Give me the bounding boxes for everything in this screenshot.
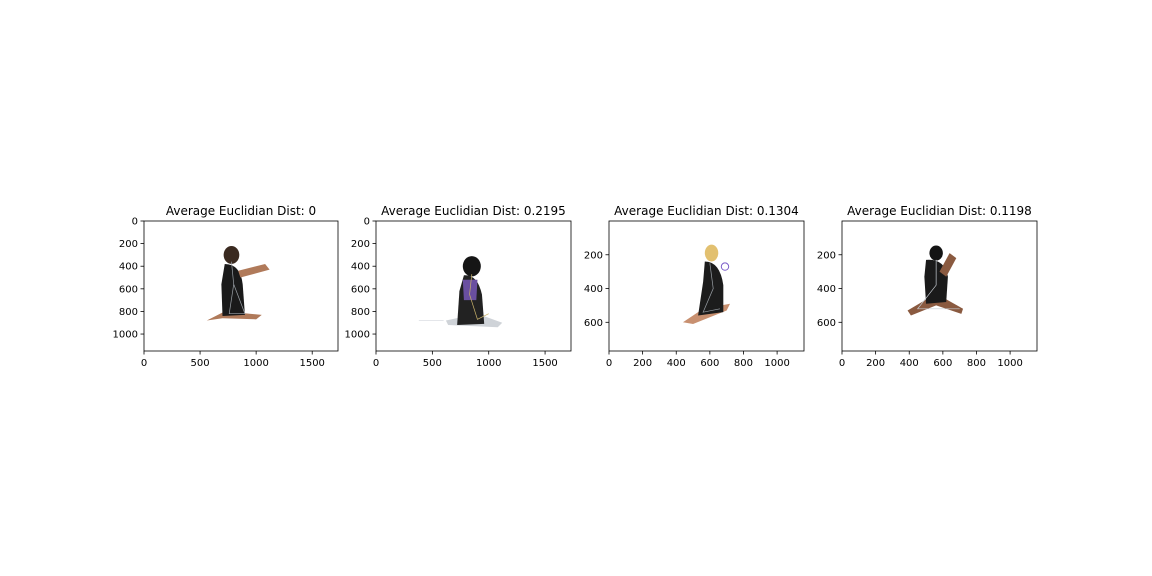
person-legs: [206, 311, 262, 321]
y-tick-label: 600: [584, 318, 603, 329]
x-tick-label: 1500: [532, 358, 557, 369]
pose-skeleton: [916, 259, 960, 310]
subplot-4: Average Euclidian Dist: 0.1198 0 200 400 600…: [817, 204, 1038, 369]
person-arms: [939, 253, 957, 277]
y-tick-label: 400: [584, 284, 603, 295]
y-tick-label: 0: [364, 217, 370, 228]
x-tick-label: 1000: [764, 358, 789, 369]
y-tick-label: 600: [817, 318, 836, 329]
pose-image: [206, 245, 270, 321]
subplot-1: Average Euclidian Dist: 0 0 500 1000 1500 0 20…: [113, 204, 339, 369]
person-head: [704, 244, 719, 262]
x-tick-label: 800: [734, 358, 753, 369]
y-tick-label: 200: [817, 250, 836, 261]
x-tick-label: 1000: [476, 358, 501, 369]
person-head: [223, 245, 240, 264]
x-tick-label: 800: [967, 358, 986, 369]
subplot-title: Average Euclidian Dist: 0: [166, 204, 316, 218]
x-tick-label: 600: [933, 358, 952, 369]
y-tick-label: 800: [351, 307, 370, 318]
y-tick-label: 0: [132, 217, 138, 228]
subplot-title: Average Euclidian Dist: 0.1198: [847, 204, 1032, 218]
y-tick-label: 400: [119, 262, 138, 273]
y-tick-label: 200: [351, 239, 370, 250]
pose-image: [907, 245, 964, 316]
subplot-2: Average Euclidian Dist: 0.2195 0 500 1000 15…: [345, 204, 572, 369]
subplot-title: Average Euclidian Dist: 0.1304: [614, 204, 799, 218]
subplot-3: Average Euclidian Dist: 0.1304 0 200 400 600…: [584, 204, 805, 369]
y-tick-label: 400: [351, 262, 370, 273]
x-tick-label: 1000: [997, 358, 1022, 369]
person-head: [929, 245, 943, 261]
x-tick-label: 200: [866, 358, 885, 369]
y-tick-label: 600: [351, 284, 370, 295]
y-tick-label: 800: [119, 307, 138, 318]
x-tick-label: 1500: [299, 358, 324, 369]
x-tick-label: 0: [373, 358, 379, 369]
y-tick-label: 1000: [113, 330, 138, 341]
x-tick-label: 0: [141, 358, 147, 369]
x-tick-label: 1000: [243, 358, 268, 369]
x-tick-label: 200: [633, 358, 652, 369]
y-tick-label: 200: [584, 250, 603, 261]
person-legs: [907, 293, 964, 316]
pose-skeleton: [702, 263, 721, 313]
pose-image: [682, 244, 731, 324]
pose-keypoint: [720, 262, 730, 271]
x-tick-label: 500: [423, 358, 442, 369]
y-tick-label: 200: [119, 239, 138, 250]
x-tick-label: 0: [839, 358, 845, 369]
y-tick-label: 600: [119, 284, 138, 295]
x-tick-label: 400: [900, 358, 919, 369]
pose-image: [418, 256, 503, 328]
pose-skeleton: [469, 274, 489, 320]
pose-skeleton: [228, 261, 246, 315]
subplot-title: Average Euclidian Dist: 0.2195: [381, 204, 566, 218]
y-tick-label: 400: [817, 284, 836, 295]
x-tick-label: 400: [667, 358, 686, 369]
y-tick-label: 1000: [345, 330, 370, 341]
person-arms: [238, 263, 270, 278]
x-tick-label: 0: [606, 358, 612, 369]
person-body: [698, 261, 724, 316]
x-tick-label: 600: [700, 358, 719, 369]
x-tick-label: 500: [191, 358, 210, 369]
person-head: [462, 256, 481, 277]
